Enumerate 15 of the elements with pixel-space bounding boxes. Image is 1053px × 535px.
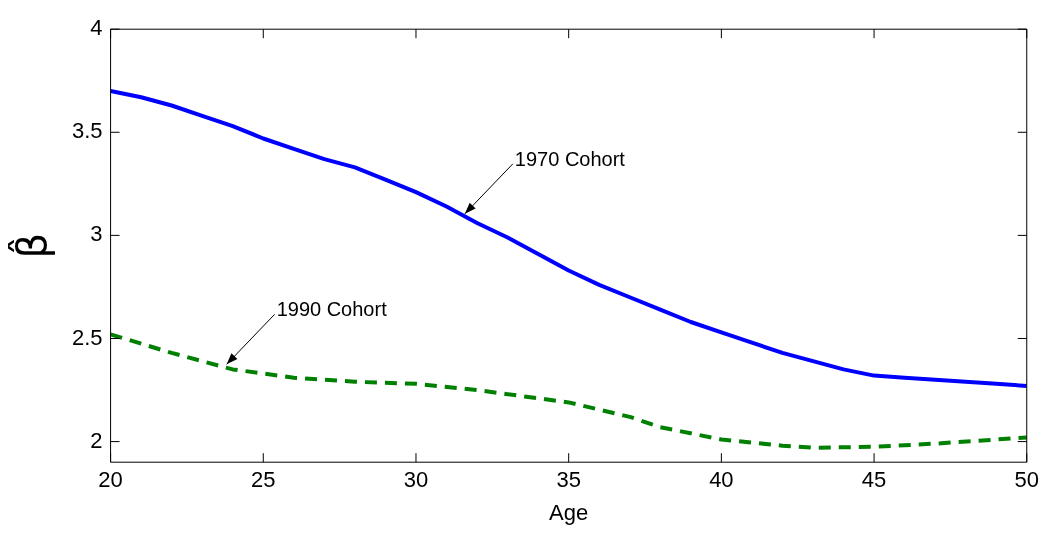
annotation: 1970 Cohort — [514, 147, 626, 170]
y-tick-label: 4 — [90, 15, 103, 41]
y-tick-label: 3 — [90, 221, 103, 247]
x-tick-label: 50 — [1014, 467, 1040, 493]
y-tick-label: 2 — [90, 427, 103, 453]
x-tick-label: 25 — [251, 467, 276, 493]
x-tick-label: 20 — [98, 467, 123, 493]
x-axis-title: Age — [549, 499, 589, 525]
annotation: 1990 Cohort — [276, 298, 388, 321]
x-tick-label: 40 — [709, 467, 734, 493]
x-tick-label: 35 — [556, 467, 581, 493]
x-tick-label: 45 — [861, 467, 887, 493]
y-tick-label: 2.5 — [71, 324, 103, 350]
x-tick-label: 30 — [403, 467, 429, 493]
y-tick-label: 3.5 — [71, 118, 103, 144]
